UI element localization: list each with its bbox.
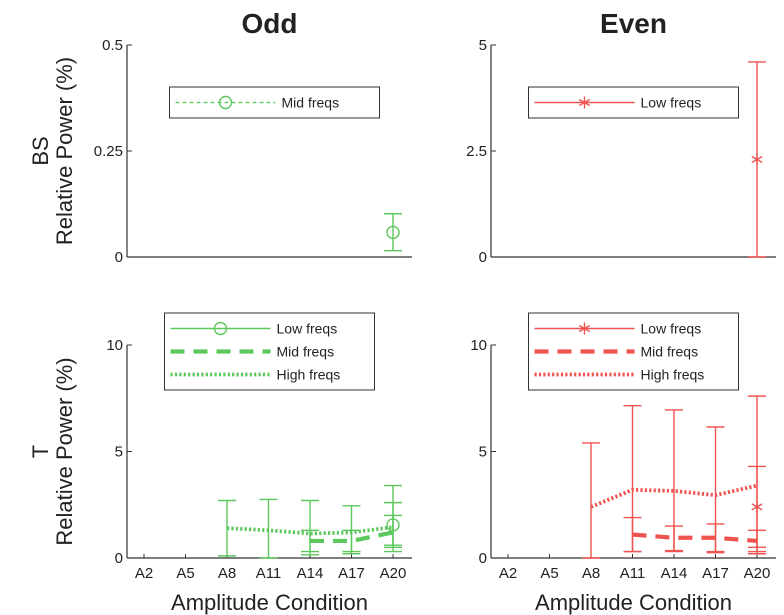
x-tick-label: A2 — [499, 565, 517, 582]
x-axis-label: Amplitude Condition — [535, 590, 732, 615]
legend-label: Low freqs — [641, 321, 702, 337]
column-title: Even — [600, 8, 667, 39]
legend-label: High freqs — [277, 367, 341, 383]
series-line — [226, 525, 394, 536]
y-tick-label: 0 — [115, 249, 123, 266]
y-tick-label: 10 — [106, 337, 123, 354]
y-tick-label: 0.25 — [94, 143, 123, 160]
y-tick-label: 0 — [479, 550, 487, 567]
error-bar — [342, 505, 361, 555]
x-tick-label: A14 — [297, 565, 324, 582]
error-bar — [665, 409, 683, 553]
x-tick-label: A20 — [744, 565, 771, 582]
y-tick-label: 10 — [470, 337, 487, 354]
row-label-group: BS Relative Power (%) — [28, 57, 77, 245]
error-bar — [748, 395, 766, 553]
legend-label: Low freqs — [277, 321, 338, 337]
error-bar — [218, 499, 236, 557]
y-axis-label: Relative Power (%) — [52, 357, 77, 545]
series-line — [632, 532, 758, 544]
chart-panel: 0 2.5 5 Low freqs — [466, 37, 776, 266]
legend: Low freqs Mid freqs High freqs — [528, 312, 739, 391]
error-bar — [623, 405, 642, 553]
row-label: BS — [28, 136, 53, 165]
star-marker-stroke — [578, 98, 591, 107]
series-line — [590, 483, 758, 509]
y-tick-label: 5 — [115, 444, 123, 461]
legend-label: High freqs — [641, 367, 705, 383]
data-point — [218, 95, 233, 110]
x-tick-label: A20 — [380, 565, 407, 582]
row-label-group: T Relative Power (%) — [28, 357, 77, 545]
error-bar — [384, 213, 402, 252]
y-tick-label: 0.5 — [102, 37, 123, 54]
y-tick-label: 2.5 — [466, 143, 487, 160]
error-bar — [582, 442, 600, 559]
chart-panel: 0 0.25 0.5 Mid freqs — [94, 37, 412, 266]
data-point — [578, 322, 591, 335]
error-bar — [259, 498, 278, 559]
error-bar — [706, 426, 725, 553]
legend: Low freqs — [528, 86, 739, 119]
legend-label: Mid freqs — [282, 95, 340, 111]
y-axis-label: Relative Power (%) — [52, 57, 77, 245]
star-marker-stroke — [751, 155, 763, 164]
star-marker-stroke — [578, 324, 591, 333]
x-tick-label: A5 — [176, 565, 194, 582]
x-tick-label: A14 — [661, 565, 688, 582]
x-axis-label: Amplitude Condition — [171, 590, 368, 615]
y-tick-label: 5 — [479, 444, 487, 461]
error-bar — [301, 499, 319, 556]
y-tick-label: 5 — [479, 37, 487, 54]
chart-panel: 0 5 10 A2 A5 A8 A11 A14 A17 A20 Amplitude Conditio… — [470, 312, 776, 615]
x-tick-label: A11 — [620, 565, 646, 582]
legend-label: Mid freqs — [641, 344, 699, 360]
row-label: T — [28, 445, 53, 458]
legend: Mid freqs — [169, 86, 380, 119]
x-tick-label: A2 — [135, 565, 153, 582]
legend: Low freqs Mid freqs High freqs — [164, 312, 375, 391]
x-tick-label: A8 — [582, 565, 600, 582]
y-tick-label: 0 — [115, 550, 123, 567]
error-bar — [384, 484, 402, 553]
x-tick-label: A17 — [338, 565, 365, 582]
series-line — [310, 530, 394, 544]
data-point — [751, 153, 763, 166]
data-point — [386, 225, 400, 240]
column-title: Odd — [242, 8, 298, 39]
legend-label: Mid freqs — [277, 344, 335, 360]
x-tick-label: A5 — [540, 565, 558, 582]
legend-label: Low freqs — [641, 95, 702, 111]
x-tick-label: A17 — [702, 565, 729, 582]
y-tick-label: 0 — [479, 249, 487, 266]
data-point — [213, 321, 228, 336]
data-point — [578, 96, 591, 109]
x-tick-label: A11 — [256, 565, 282, 582]
chart-panel: 0 5 10 A2 A5 A8 A11 A14 A17 A20 Amplitude Conditio… — [106, 312, 412, 615]
x-tick-label: A8 — [218, 565, 236, 582]
